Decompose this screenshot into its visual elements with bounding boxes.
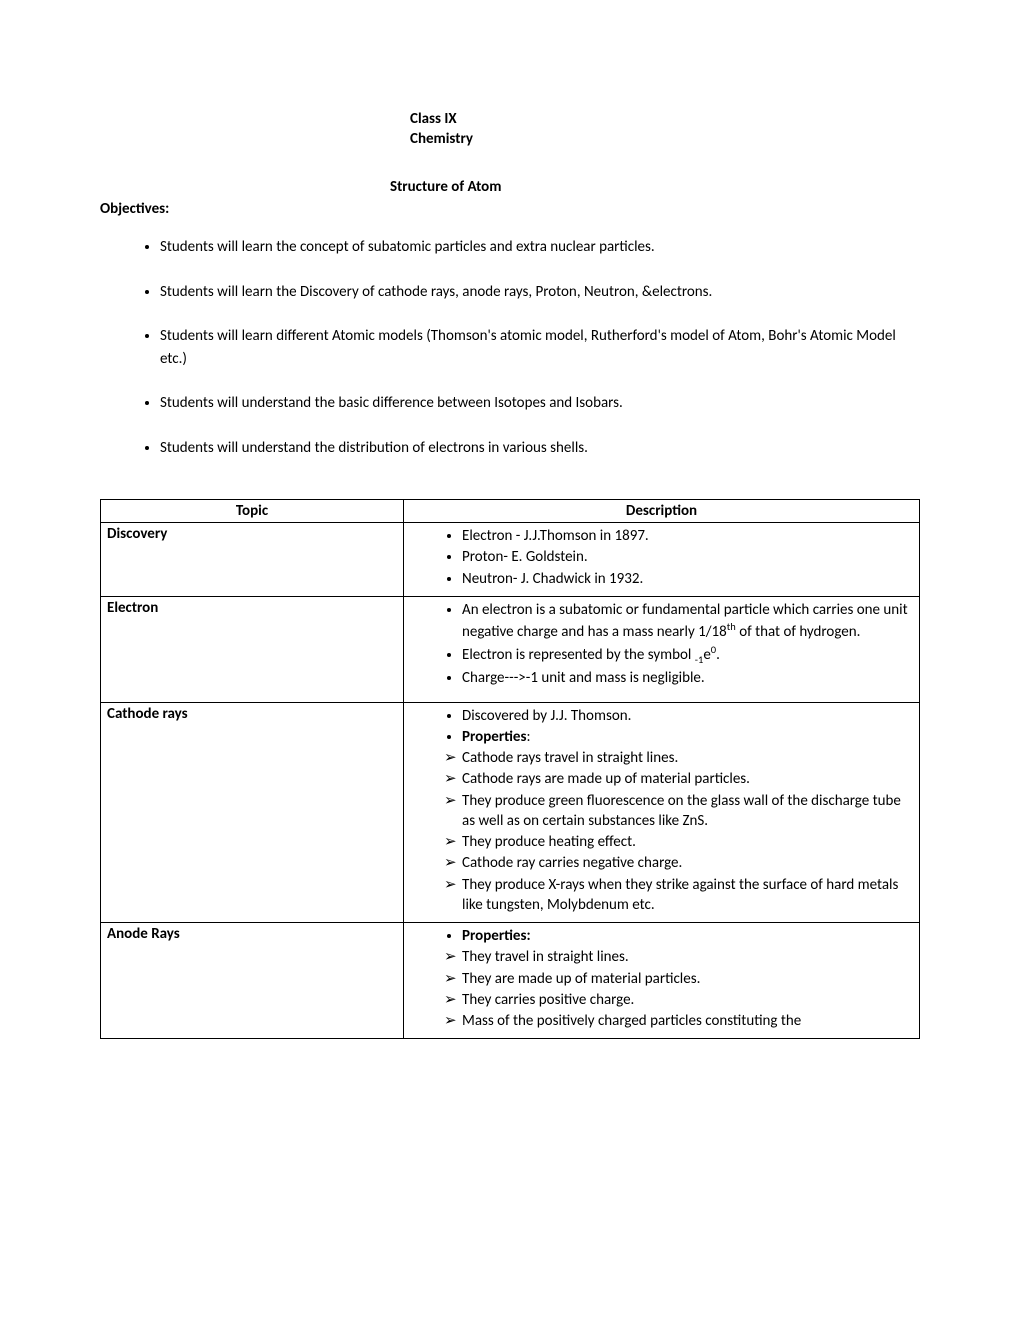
list-item: They are made up of material particles. <box>444 969 909 989</box>
list-item: Cathode ray carries negative charge. <box>444 853 909 873</box>
list-item: They produce X-rays when they strike aga… <box>444 875 909 916</box>
list-item: They produce heating effect. <box>444 832 909 852</box>
objectives-heading: Objectives: <box>100 200 920 218</box>
list-item: Neutron- J. Chadwick in 1932. <box>462 569 909 589</box>
class-heading: Class IX <box>410 110 920 128</box>
bullet-list: An electron is a subatomic or fundamenta… <box>414 600 909 689</box>
list-item: They carries positive charge. <box>444 990 909 1010</box>
list-item: Electron is represented by the symbol -1… <box>462 643 909 667</box>
objectives-list: Students will learn the concept of subat… <box>100 236 920 459</box>
subject-heading: Chemistry <box>410 130 920 148</box>
bullet-list: Electron - J.J.Thomson in 1897. Proton- … <box>414 526 909 589</box>
list-item: Students will understand the basic diffe… <box>160 392 920 415</box>
document-page: Class IX Chemistry Structure of Atom Obj… <box>0 0 1020 1099</box>
list-item: Students will learn the concept of subat… <box>160 236 920 259</box>
content-table: Topic Description Discovery Electron - J… <box>100 499 920 1039</box>
list-item: Properties: <box>462 727 909 747</box>
description-cell: Properties: They travel in straight line… <box>404 923 920 1039</box>
table-row: Discovery Electron - J.J.Thomson in 1897… <box>101 523 920 597</box>
bullet-list: Discovered by J.J. Thomson. Properties: <box>414 706 909 748</box>
list-item: Students will understand the distributio… <box>160 437 920 460</box>
arrow-list: They travel in straight lines. They are … <box>414 947 909 1031</box>
description-cell: Discovered by J.J. Thomson. Properties: … <box>404 702 920 923</box>
column-header-topic: Topic <box>101 500 404 523</box>
list-item: Students will learn different Atomic mod… <box>160 325 920 370</box>
list-item: Cathode rays are made up of material par… <box>444 769 909 789</box>
arrow-list: Cathode rays travel in straight lines. C… <box>414 748 909 915</box>
list-item: Properties: <box>462 926 909 946</box>
list-item: Discovered by J.J. Thomson. <box>462 706 909 726</box>
topic-title: Structure of Atom <box>390 178 920 196</box>
topic-cell: Cathode rays <box>101 702 404 923</box>
column-header-description: Description <box>404 500 920 523</box>
bullet-list: Properties: <box>414 926 909 946</box>
table-header-row: Topic Description <box>101 500 920 523</box>
topic-cell: Electron <box>101 596 404 702</box>
list-item: Electron - J.J.Thomson in 1897. <box>462 526 909 546</box>
list-item: They travel in straight lines. <box>444 947 909 967</box>
table-row: Electron An electron is a subatomic or f… <box>101 596 920 702</box>
list-item: Mass of the positively charged particles… <box>444 1011 909 1031</box>
list-item: Proton- E. Goldstein. <box>462 547 909 567</box>
topic-cell: Discovery <box>101 523 404 597</box>
list-item: Students will learn the Discovery of cat… <box>160 281 920 304</box>
list-item: They produce green fluorescence on the g… <box>444 791 909 832</box>
table-row: Anode Rays Properties: They travel in st… <box>101 923 920 1039</box>
topic-cell: Anode Rays <box>101 923 404 1039</box>
description-cell: Electron - J.J.Thomson in 1897. Proton- … <box>404 523 920 597</box>
list-item: Cathode rays travel in straight lines. <box>444 748 909 768</box>
list-item: An electron is a subatomic or fundamenta… <box>462 600 909 643</box>
table-row: Cathode rays Discovered by J.J. Thomson.… <box>101 702 920 923</box>
list-item: Charge--->-1 unit and mass is negligible… <box>462 668 909 688</box>
description-cell: An electron is a subatomic or fundamenta… <box>404 596 920 702</box>
